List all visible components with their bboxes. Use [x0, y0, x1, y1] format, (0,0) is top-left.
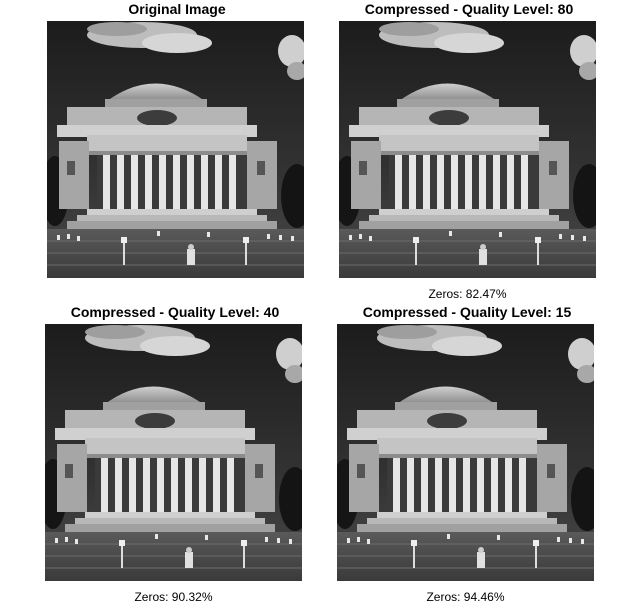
panel-title: Compressed - Quality Level: 40: [70, 304, 280, 320]
panel-quality-15: Compressed - Quality Level: 15 Zeros: 94…: [337, 304, 597, 604]
panel-quality-80: Compressed - Quality Level: 80 Zeros: 82…: [339, 1, 599, 301]
zeros-caption: Zeros: 90.32%: [134, 590, 213, 604]
panel-title: Original Image: [128, 1, 226, 17]
compressed-image-q80: [339, 21, 596, 278]
original-image: [47, 21, 304, 278]
panel-title: Compressed - Quality Level: 80: [364, 1, 574, 17]
panel-original: Original Image: [47, 1, 307, 291]
zeros-caption: Zeros: 82.47%: [428, 287, 507, 301]
panel-title: Compressed - Quality Level: 15: [362, 304, 572, 320]
zeros-caption: Zeros: 94.46%: [426, 590, 505, 604]
compressed-image-q15: [337, 324, 594, 581]
panel-quality-40: Compressed - Quality Level: 40 Zeros: 90…: [45, 304, 305, 604]
compressed-image-q40: [45, 324, 302, 581]
